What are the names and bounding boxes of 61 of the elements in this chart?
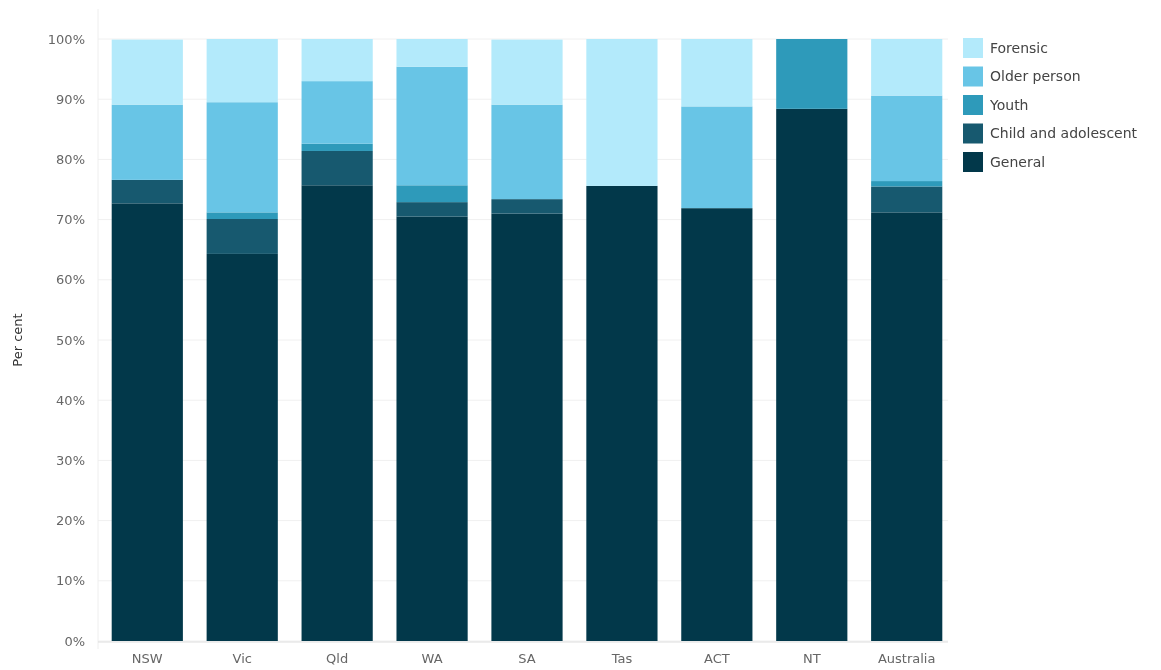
bar — [396, 216, 468, 641]
bar — [111, 39, 183, 105]
bar — [586, 39, 658, 186]
y-tick-label: 100% — [47, 31, 85, 47]
x-tick-label: NT — [802, 651, 821, 666]
bar — [491, 39, 563, 105]
y-tick-label: 10% — [56, 573, 85, 589]
bar — [206, 102, 278, 213]
y-tick-label: 50% — [56, 332, 85, 348]
bar — [301, 150, 373, 186]
bar — [871, 181, 943, 187]
bar — [301, 81, 373, 144]
bar — [301, 143, 373, 151]
bar — [491, 213, 563, 641]
y-tick-label: 40% — [56, 392, 85, 408]
y-tick-label: 60% — [56, 272, 85, 288]
bar — [776, 39, 848, 109]
bar — [396, 202, 468, 217]
bar — [491, 199, 563, 214]
bar — [681, 208, 753, 641]
bar — [206, 39, 278, 103]
legend-label: Forensic — [990, 39, 1048, 56]
x-tick-label: ACT — [704, 651, 730, 666]
bar — [301, 39, 373, 82]
y-tick-label: 80% — [56, 151, 85, 167]
x-tick-label: Australia — [877, 651, 936, 666]
y-axis-title: Per cent — [10, 313, 25, 367]
bar — [871, 212, 943, 641]
y-tick-label: 20% — [56, 513, 85, 529]
bar — [396, 66, 468, 186]
bar — [206, 219, 278, 254]
bar — [491, 104, 563, 200]
bar — [206, 212, 278, 219]
legend-label: Youth — [989, 96, 1029, 113]
bar — [681, 39, 753, 107]
legend-label: Older person — [990, 68, 1081, 85]
bar — [586, 185, 658, 641]
bar — [396, 185, 468, 203]
x-tick-label: Tas — [610, 651, 633, 666]
bar — [681, 106, 753, 209]
bar — [871, 186, 943, 213]
x-tick-label: WA — [421, 651, 443, 666]
bar — [396, 39, 468, 67]
x-tick-label: Qld — [326, 651, 349, 666]
bar — [111, 203, 183, 641]
bar — [871, 39, 943, 96]
bar — [206, 253, 278, 641]
y-tick-label: 0% — [64, 633, 85, 649]
x-tick-label: Vic — [232, 651, 252, 666]
x-tick-label: NSW — [131, 651, 163, 666]
bar — [871, 95, 943, 182]
bar — [111, 179, 183, 204]
y-tick-label: 70% — [56, 212, 85, 228]
x-tick-label: SA — [518, 651, 536, 666]
legend-label: Child and adolescent — [990, 125, 1138, 142]
y-tick-label: 90% — [56, 91, 85, 107]
bar — [776, 108, 848, 641]
legend-label: General — [990, 153, 1046, 170]
y-tick-label: 30% — [56, 452, 85, 468]
bar — [111, 104, 183, 180]
bar — [301, 185, 373, 641]
